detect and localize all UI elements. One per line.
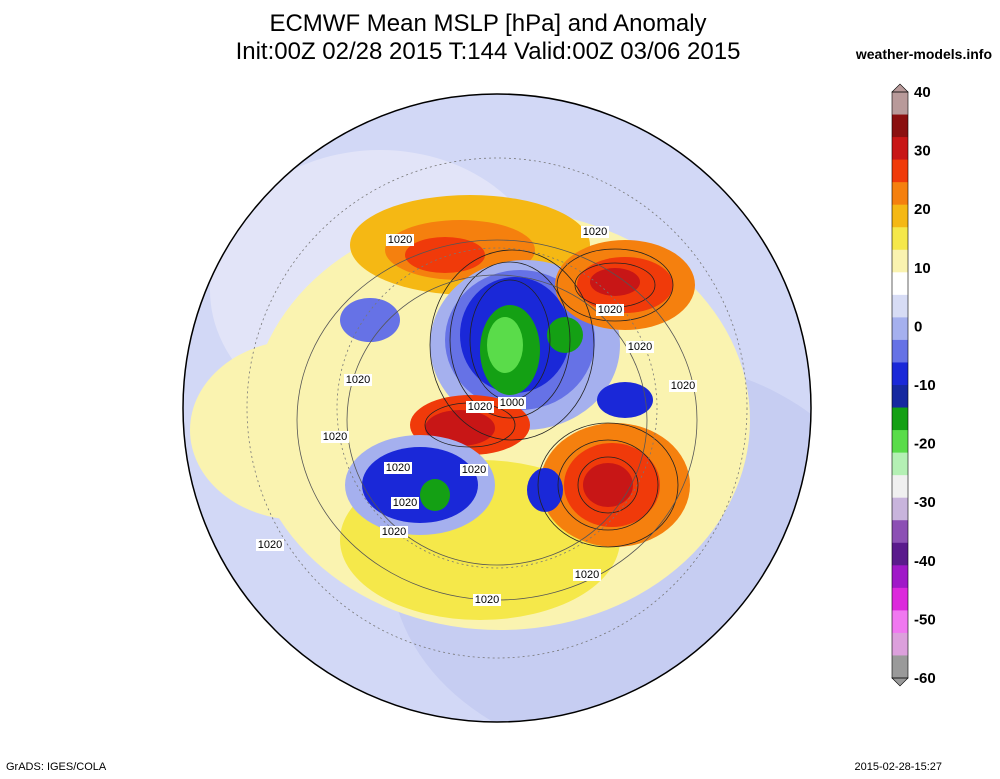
colorbar-tick-label: 30 [914,143,931,160]
isobar-label: 1020 [575,569,599,581]
colorbar-swatch [892,92,908,116]
colorbar-swatch [892,204,908,228]
colorbar-tick-label: -20 [914,436,936,453]
isobar-label-bg [573,569,601,581]
anomaly-field [183,94,811,722]
colorbar-tick-label: -30 [914,494,936,511]
colorbar-tick-label: -40 [914,553,936,570]
isobar-label-bg [391,497,419,509]
colorbar-swatch [892,137,908,161]
isobar-label: 1020 [671,380,695,392]
brand-label: weather-models.info [855,46,992,62]
colorbar: 40 30 20 10 0 -10 -20 -30 -40 -50 -60 [891,83,936,687]
colorbar-swatch [892,294,908,318]
isobar-label-bg [669,380,697,392]
footer-credit: GrADS: IGES/COLA [6,761,107,773]
isobar-label: 1020 [475,594,499,606]
colorbar-swatch [892,362,908,386]
colorbar-swatch [892,249,908,273]
isobar-label: 1020 [323,431,347,443]
chart-title: ECMWF Mean MSLP [hPa] and Anomaly [269,10,707,37]
isobar-label-bg [384,462,412,474]
isobar-label: 1000 [500,397,524,409]
colorbar-swatch [892,317,908,341]
isobar-label-bg [581,226,609,238]
isobar-label-bg [256,539,284,551]
isobar-label: 1020 [386,462,410,474]
colorbar-tick-label: -60 [914,670,936,687]
isobar-label-bg [386,234,414,246]
colorbar-swatch [892,475,908,499]
isobars [246,157,748,659]
isobar-label: 1020 [598,304,622,316]
colorbar-tick-label: -10 [914,377,936,394]
colorbar-swatch [892,565,908,589]
isobar-label: 1020 [462,464,486,476]
colorbar-frame [891,91,909,679]
isobar-label-bg [460,464,488,476]
colorbar-swatch [892,114,908,138]
isobar-label-bg [344,374,372,386]
isobar-label-bg [498,397,526,409]
map-border [182,93,812,723]
colorbar-swatch [892,632,908,656]
colorbar-top-arrow [891,83,909,93]
colorbar-tick-label: 0 [914,318,922,335]
isobar-label: 1020 [468,401,492,413]
colorbar-tick-label: -50 [914,611,936,628]
colorbar-swatch [892,520,908,544]
isobar-label-bg [380,526,408,538]
isobar-label: 1020 [382,526,406,538]
colorbar-bottom-arrow [891,677,909,687]
isobar-label: 1020 [258,539,282,551]
colorbar-swatch [892,655,908,679]
colorbar-tick-label: 40 [914,84,931,101]
isobar-label-bg [596,304,624,316]
colorbar-swatch [892,452,908,476]
isobar-label-bg [321,431,349,443]
isobar-label: 1020 [583,226,607,238]
isobar-label-bg [626,341,654,353]
colorbar-swatch [892,587,908,611]
colorbar-swatch [892,542,908,566]
colorbar-swatch [892,227,908,251]
colorbar-swatch [892,182,908,206]
colorbar-swatch [892,430,908,454]
isobar-label: 1020 [393,497,417,509]
colorbar-swatch [892,339,908,363]
colorbar-tick-label: 20 [914,201,931,218]
chart-subtitle: Init:00Z 02/28 2015 T:144 Valid:00Z 03/0… [235,38,741,65]
colorbar-swatch [892,497,908,521]
isobar-label: 1020 [628,341,652,353]
colorbar-swatch [892,385,908,409]
colorbar-swatch [892,159,908,183]
footer-timestamp: 2015-02-28-15:27 [854,761,942,773]
colorbar-swatch [892,407,908,431]
isobar-label: 1020 [346,374,370,386]
colorbar-swatch [892,610,908,634]
isobar-label: 1020 [388,234,412,246]
isobar-label-bg [466,401,494,413]
colorbar-swatch [892,272,908,296]
isobar-labels: 1020 1020 1020 1020 1000 1020 1020 1020 1020 1020… [256,226,697,606]
isobar-label-bg [473,594,501,606]
colorbar-tick-label: 10 [914,260,931,277]
